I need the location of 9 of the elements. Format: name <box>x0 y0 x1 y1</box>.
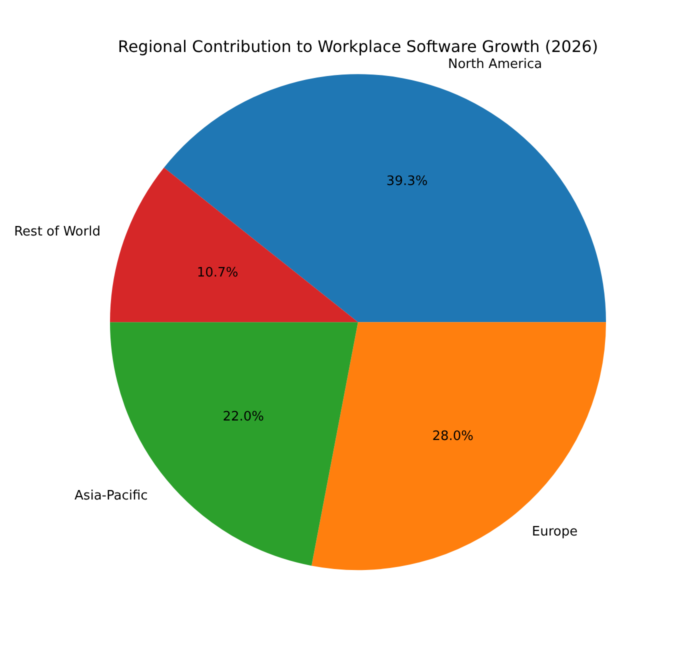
slice-label: North America <box>448 56 542 72</box>
chart-title: Regional Contribution to Workplace Software Growth (2026) <box>118 36 598 56</box>
data-label: 39.3% <box>386 174 428 190</box>
data-label: 10.7% <box>196 265 238 280</box>
slice-label: Rest of World <box>14 224 100 240</box>
data-label: 28.0% <box>432 429 474 444</box>
slice-label: Asia-Pacific <box>74 488 148 504</box>
slice-label: Europe <box>532 524 578 540</box>
data-label: 22.0% <box>222 409 264 424</box>
